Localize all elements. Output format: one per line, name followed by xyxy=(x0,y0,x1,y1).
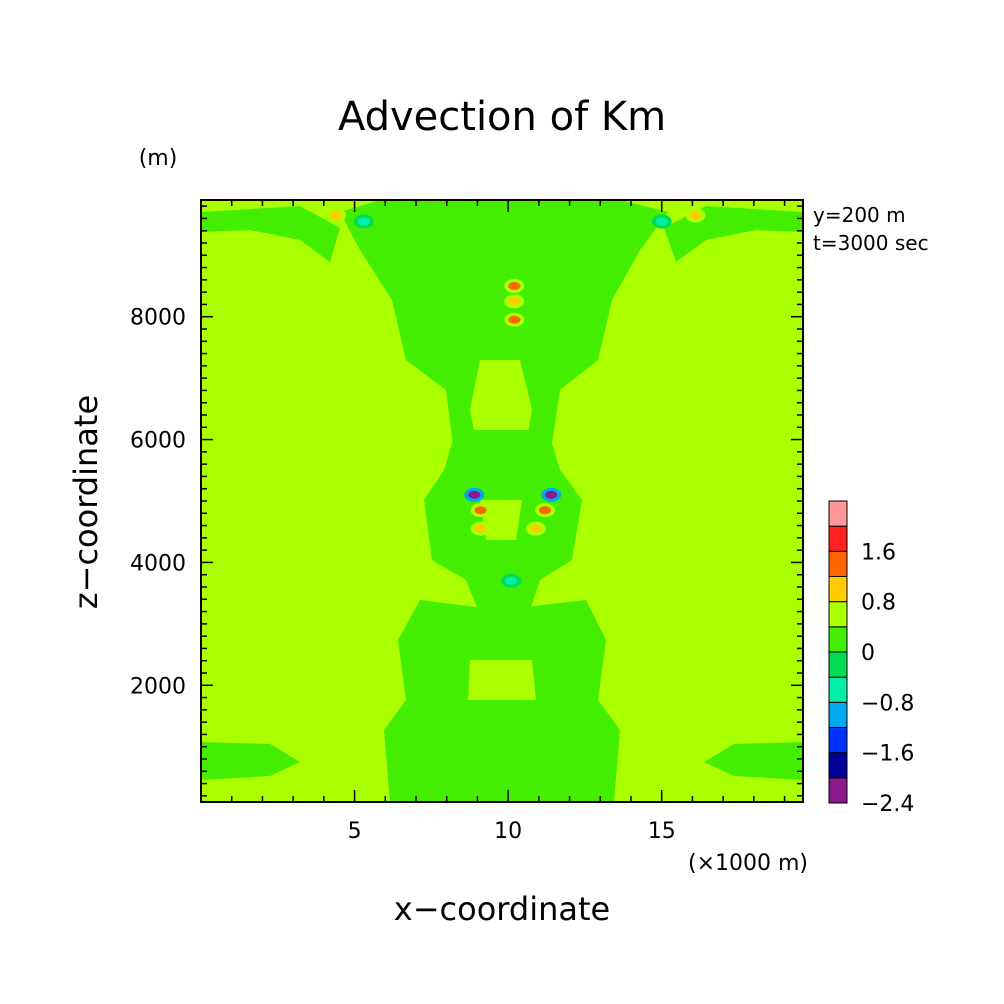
feature-core xyxy=(330,211,343,220)
x-unit-label: (×1000 m) xyxy=(688,851,808,876)
contour-region-pocket-1 xyxy=(476,390,528,420)
annotation-t: t=3000 sec xyxy=(813,231,929,255)
colorbar-label: 0.8 xyxy=(861,591,896,616)
colorbar-segment xyxy=(828,752,848,779)
x-tick-labels: 5 10 15 xyxy=(348,819,676,844)
feature-core xyxy=(529,524,542,533)
y-tick-label: 4000 xyxy=(130,551,186,576)
colorbar-label: 0 xyxy=(861,641,875,666)
colorbar-label: −2.4 xyxy=(861,792,914,817)
colorbar-segment xyxy=(828,601,848,628)
contour-region-pocket-3 xyxy=(480,500,522,540)
feature-core xyxy=(357,217,370,226)
feature-core xyxy=(689,211,702,220)
y-unit-label: (m) xyxy=(139,146,178,171)
feature-core xyxy=(508,297,521,306)
contour-region-left-bottom xyxy=(201,742,300,780)
colorbar-segment xyxy=(828,550,848,577)
y-axis-label: z−coordinate xyxy=(67,395,105,609)
axis-ticks xyxy=(201,200,803,802)
y-tick-label: 2000 xyxy=(130,674,186,699)
y-tick-label: 6000 xyxy=(130,429,186,454)
colorbar: 1.6 0.8 0 −0.8 −1.6 −2.4 xyxy=(828,500,914,817)
contour-region-right-bottom xyxy=(704,742,803,780)
x-axis-label: x−coordinate xyxy=(394,890,610,928)
feature-core xyxy=(474,506,487,515)
feature-core xyxy=(508,282,521,290)
colorbar-segment xyxy=(828,525,848,552)
x-tick-label: 5 xyxy=(348,819,362,844)
colorbar-label: −1.6 xyxy=(861,742,914,767)
colorbar-label: 1.6 xyxy=(861,540,896,565)
colorbar-segment xyxy=(828,576,848,603)
contour-region-pocket-2 xyxy=(468,660,536,700)
feature-core xyxy=(539,506,551,515)
annotation-y: y=200 m xyxy=(813,203,906,227)
feature-core xyxy=(508,315,521,324)
colorbar-segment xyxy=(828,651,848,678)
feature-core xyxy=(468,490,481,499)
x-tick-label: 10 xyxy=(494,819,522,844)
contour-field xyxy=(201,200,803,802)
colorbar-segment xyxy=(828,626,848,653)
contour-region-lower xyxy=(384,600,620,802)
chart-title: Advection of Km xyxy=(338,94,666,140)
x-tick-label: 15 xyxy=(648,819,676,844)
colorbar-segment xyxy=(828,500,848,527)
colorbar-segment xyxy=(828,727,848,754)
colorbar-segment xyxy=(828,777,848,804)
contour-region-left-top xyxy=(201,206,340,262)
feature-marks xyxy=(326,208,706,588)
colorbar-label: −0.8 xyxy=(861,691,914,716)
colorbar-segment xyxy=(828,701,848,728)
feature-core xyxy=(545,490,558,499)
feature-core xyxy=(505,576,518,585)
y-tick-label: 8000 xyxy=(130,306,186,331)
feature-core xyxy=(655,217,668,226)
contour-region-upper-spine xyxy=(340,200,668,480)
feature-core xyxy=(474,524,487,533)
y-tick-labels: 2000 4000 6000 8000 xyxy=(130,306,186,700)
colorbar-segment xyxy=(828,676,848,703)
plot-area xyxy=(200,199,804,803)
